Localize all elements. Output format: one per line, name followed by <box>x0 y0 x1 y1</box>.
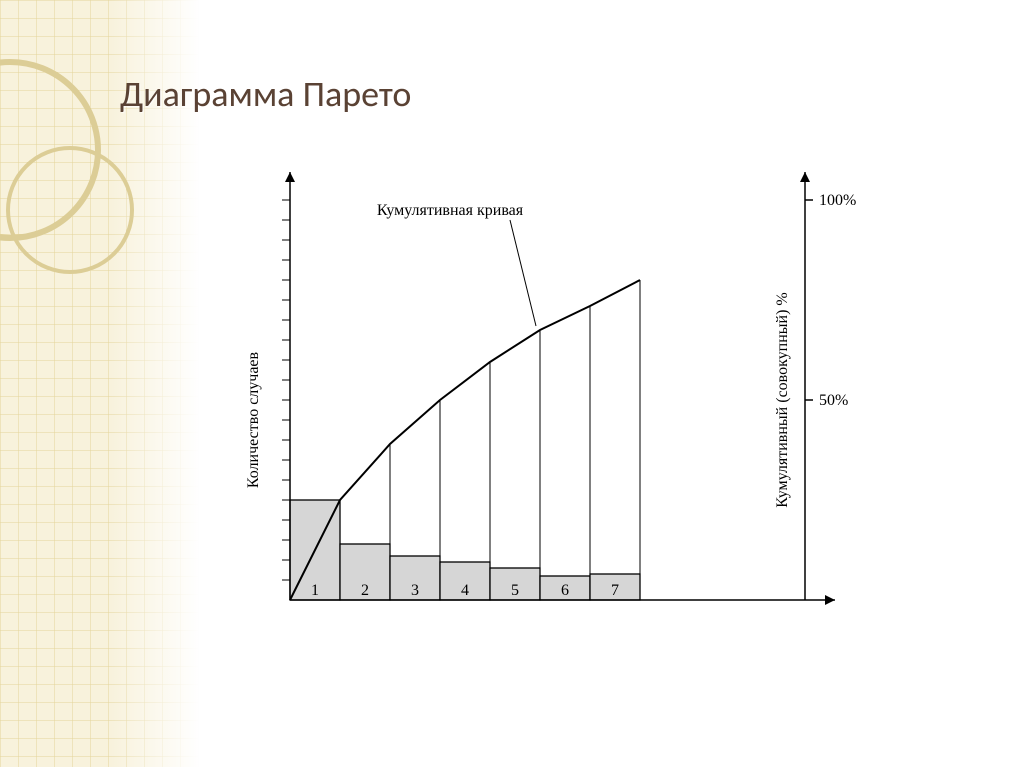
category-label: 3 <box>411 582 419 599</box>
category-label: 5 <box>511 582 519 599</box>
left-axis-label: Количество случаев <box>245 351 262 488</box>
category-label: 7 <box>611 582 619 599</box>
slide-title: Диаграмма Парето <box>120 72 411 116</box>
category-label: 1 <box>311 582 319 599</box>
axis-arrow-icon <box>800 172 810 182</box>
axis-arrow-icon <box>825 595 835 605</box>
category-label: 6 <box>561 582 569 599</box>
category-label: 4 <box>461 582 469 599</box>
category-label: 2 <box>361 582 369 599</box>
slide: Диаграмма Парето 1 2 3 4 5 6 7 100% 50% Кумулятив… <box>0 0 1024 767</box>
right-tick-label: 50% <box>819 392 848 409</box>
leader-line <box>510 220 536 326</box>
right-tick-label: 100% <box>819 192 856 209</box>
curve-label: Кумулятивная кривая <box>377 202 524 219</box>
right-axis-label: Кумулятивный (совокупный) % <box>774 292 791 508</box>
pareto-chart: 1 2 3 4 5 6 7 100% 50% Кумулятивная кривая Количес… <box>235 165 875 635</box>
axis-arrow-icon <box>285 172 295 182</box>
